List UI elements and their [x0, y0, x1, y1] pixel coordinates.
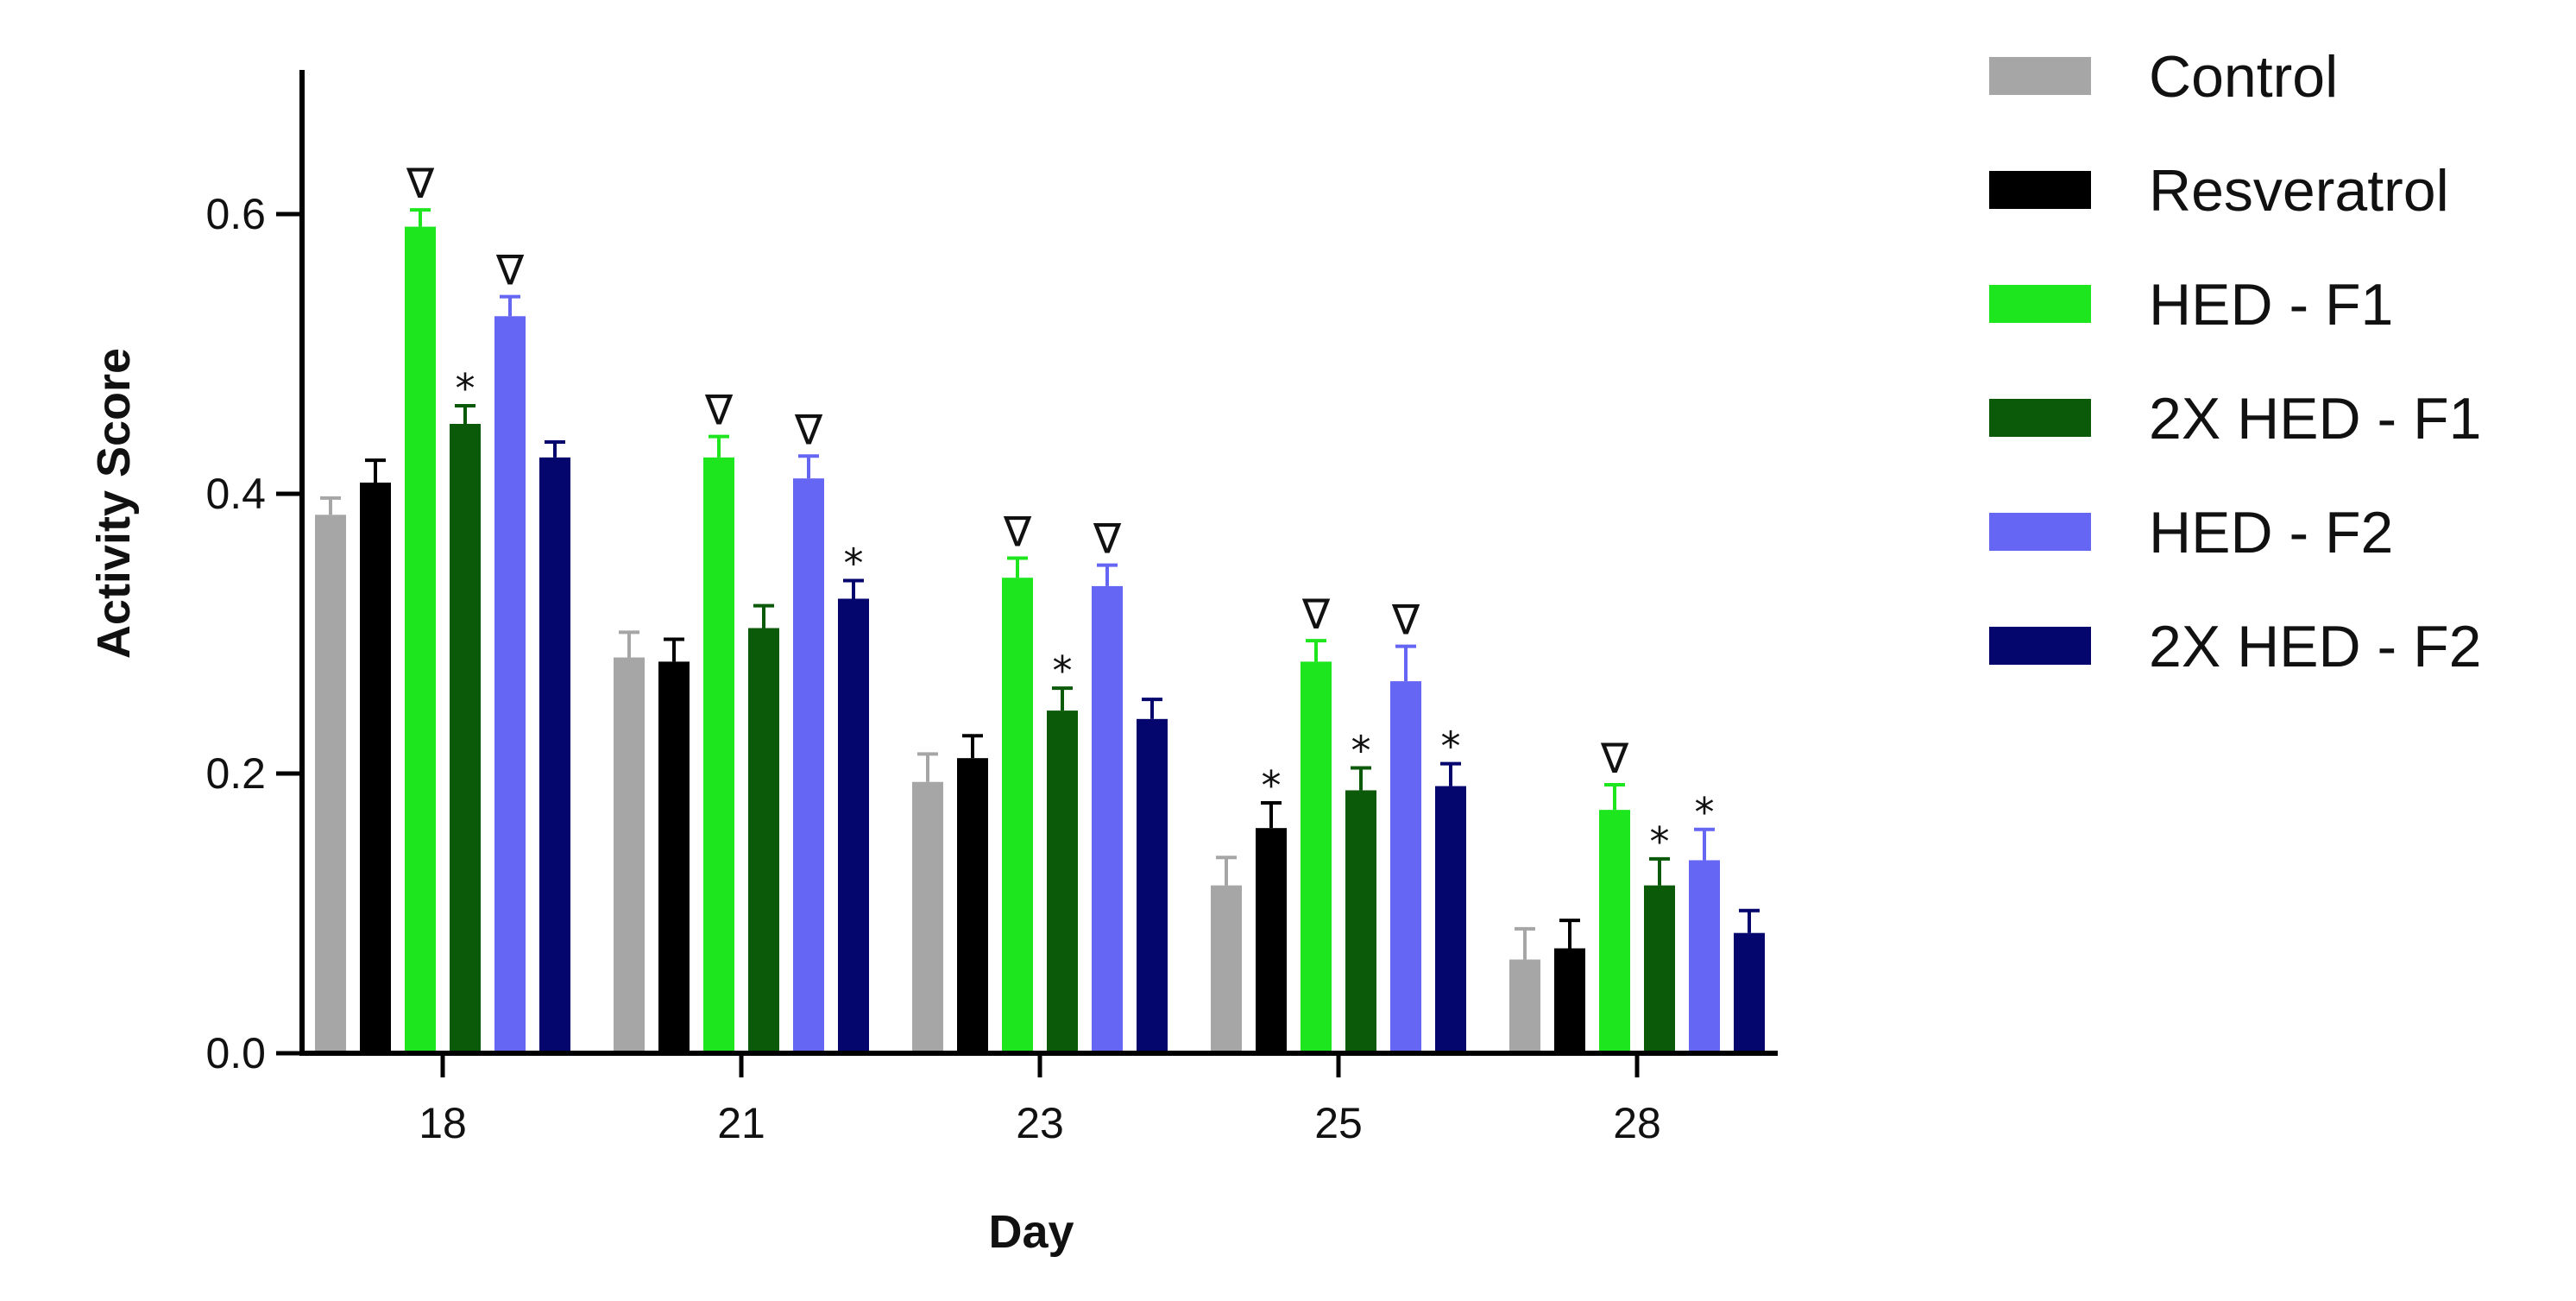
significance-triangle: ∇: [1391, 597, 1420, 645]
x-tick-label: 18: [419, 1099, 467, 1147]
legend-swatch: [1989, 627, 2091, 665]
bar: [1554, 948, 1585, 1053]
bar: [315, 515, 346, 1053]
significance-triangle: ∇: [1003, 508, 1032, 557]
significance-triangle: ∇: [495, 247, 525, 295]
bar: [957, 758, 988, 1053]
bars-layer: [315, 226, 1765, 1054]
significance-star: *: [1053, 647, 1073, 694]
x-tick-label: 25: [1314, 1099, 1363, 1147]
significance-star: *: [1695, 789, 1715, 836]
bar: [405, 226, 436, 1054]
y-ticks-layer: 0.0 0.2 0.4 0.6: [205, 190, 302, 1077]
bar: [1734, 932, 1765, 1053]
error-bars-layer: [320, 208, 1760, 960]
significance-triangle: ∇: [1301, 591, 1331, 639]
legend-item: Control: [1989, 44, 2338, 110]
bar: [912, 781, 943, 1053]
legend-item: 2X HED - F2: [1989, 614, 2481, 679]
bar: [1509, 959, 1540, 1053]
legend-swatch: [1989, 285, 2091, 323]
bar: [1345, 790, 1376, 1053]
y-tick-label: 0.0: [205, 1029, 266, 1077]
bar: [1301, 661, 1332, 1053]
significance-markers-layer: * ∇ ∇ ∇ ∇ ∇ * * * * ∇ ∇ ∇ ∇ * * *: [406, 160, 1715, 865]
bar: [703, 457, 734, 1053]
bar: [1644, 885, 1675, 1053]
bar: [539, 457, 570, 1053]
x-ticks-layer: 18 21 23 25 28: [419, 1053, 1661, 1147]
bar: [1599, 810, 1630, 1053]
bar: [1689, 860, 1720, 1053]
significance-star: *: [456, 365, 476, 412]
legend-item: Resveratrol: [1989, 158, 2449, 224]
significance-triangle: ∇: [704, 387, 734, 435]
bar: [748, 628, 779, 1053]
significance-triangle: ∇: [406, 160, 435, 208]
bar: [793, 478, 824, 1053]
significance-star: *: [844, 540, 864, 586]
y-axis-title: Activity Score: [88, 348, 140, 659]
bar: [450, 424, 481, 1053]
bar: [1211, 885, 1242, 1053]
bar: [360, 483, 391, 1053]
bar: [1390, 681, 1421, 1053]
bar: [1137, 718, 1168, 1053]
bar: [1092, 585, 1123, 1053]
significance-star: *: [1351, 728, 1371, 774]
legend-item: 2X HED - F1: [1989, 386, 2481, 452]
legend-swatch: [1989, 513, 2091, 551]
significance-star: *: [1441, 723, 1461, 770]
legend-item: HED - F2: [1989, 500, 2393, 565]
y-tick-label: 0.6: [205, 190, 266, 238]
legend-label: 2X HED - F2: [2149, 614, 2481, 679]
bar: [494, 316, 526, 1053]
x-tick-label: 21: [717, 1099, 765, 1147]
x-tick-label: 28: [1613, 1099, 1661, 1147]
legend-item: HED - F1: [1989, 272, 2393, 338]
bar: [658, 661, 690, 1053]
y-tick-label: 0.4: [205, 470, 266, 518]
legend-label: Resveratrol: [2149, 158, 2449, 224]
significance-triangle: ∇: [794, 406, 823, 454]
y-tick-label: 0.2: [205, 749, 266, 798]
bar: [1002, 578, 1033, 1053]
bar: [1047, 710, 1078, 1053]
bar: [1256, 828, 1287, 1053]
legend-label: HED - F1: [2149, 272, 2393, 338]
legend-swatch: [1989, 399, 2091, 437]
significance-triangle: ∇: [1600, 735, 1629, 783]
significance-star: *: [1650, 818, 1670, 865]
legend-swatch: [1989, 171, 2091, 209]
legend-label: 2X HED - F1: [2149, 386, 2481, 452]
bar: [838, 598, 869, 1053]
significance-star: *: [1262, 762, 1282, 809]
x-tick-label: 23: [1016, 1099, 1064, 1147]
legend-swatch: [1989, 57, 2091, 95]
bar: [1435, 786, 1466, 1053]
bar: [614, 657, 645, 1053]
significance-triangle: ∇: [1093, 515, 1122, 564]
legend-label: HED - F2: [2149, 500, 2393, 565]
x-axis-title: Day: [988, 1206, 1074, 1258]
legend-label: Control: [2149, 44, 2338, 110]
legend: Control Resveratrol HED - F1 2X HED - F1 HED…: [1989, 44, 2481, 679]
